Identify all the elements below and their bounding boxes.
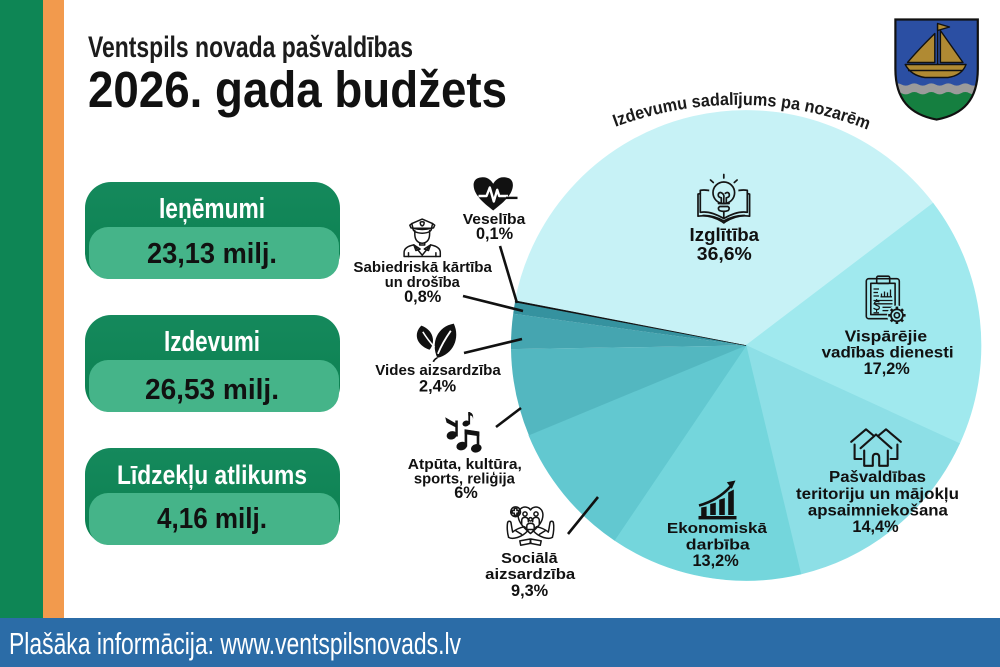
svg-text:17,2%: 17,2%	[864, 360, 911, 378]
svg-text:Vides aizsardzība: Vides aizsardzība	[375, 362, 501, 379]
svg-text:14,4%: 14,4%	[852, 518, 899, 536]
svg-text:Sociālā: Sociālā	[501, 550, 558, 567]
svg-text:2026. gada budžets: 2026. gada budžets	[88, 61, 507, 118]
svg-text:Līdzekļu atlikums: Līdzekļu atlikums	[117, 460, 307, 490]
svg-text:4,16 milj.: 4,16 milj.	[157, 503, 267, 535]
svg-text:Ieņēmumi: Ieņēmumi	[159, 193, 265, 225]
svg-text:apsaimniekošana: apsaimniekošana	[808, 503, 948, 520]
svg-text:Plašāka informācija: www.vents: Plašāka informācija: www.ventspilsnovads…	[9, 626, 461, 661]
svg-text:teritoriju un mājokļu: teritoriju un mājokļu	[796, 486, 959, 503]
svg-text:13,2%: 13,2%	[693, 552, 740, 570]
svg-text:sports, reliģija: sports, reliģija	[414, 471, 516, 488]
svg-text:Ventspils novada pašvaldības: Ventspils novada pašvaldības	[88, 31, 413, 64]
svg-text:Izglītība: Izglītība	[690, 225, 761, 245]
svg-text:Atpūta, kultūra,: Atpūta, kultūra,	[408, 456, 522, 473]
svg-text:26,53 milj.: 26,53 milj.	[145, 374, 279, 406]
svg-text:Ekonomiskā: Ekonomiskā	[667, 520, 768, 537]
svg-text:Izdevumi: Izdevumi	[164, 326, 260, 358]
svg-text:Pašvaldības: Pašvaldības	[829, 469, 926, 486]
svg-text:23,13 milj.: 23,13 milj.	[147, 238, 277, 270]
svg-text:aizsardzība: aizsardzība	[485, 566, 576, 583]
svg-text:0,8%: 0,8%	[404, 288, 442, 306]
svg-text:0,1%: 0,1%	[476, 225, 514, 243]
svg-text:darbība: darbība	[686, 537, 751, 554]
svg-text:Vispārējie: Vispārējie	[845, 329, 928, 346]
svg-text:Veselība: Veselība	[463, 211, 526, 228]
svg-text:Sabiedriskā kārtība: Sabiedriskā kārtība	[353, 259, 492, 276]
svg-text:36,6%: 36,6%	[697, 244, 752, 264]
svg-text:6%: 6%	[454, 484, 478, 502]
svg-text:2,4%: 2,4%	[419, 377, 457, 395]
svg-text:vadības dienesti: vadības dienesti	[822, 345, 954, 362]
svg-text:9,3%: 9,3%	[511, 582, 549, 600]
svg-text:un drošība: un drošība	[385, 274, 461, 291]
